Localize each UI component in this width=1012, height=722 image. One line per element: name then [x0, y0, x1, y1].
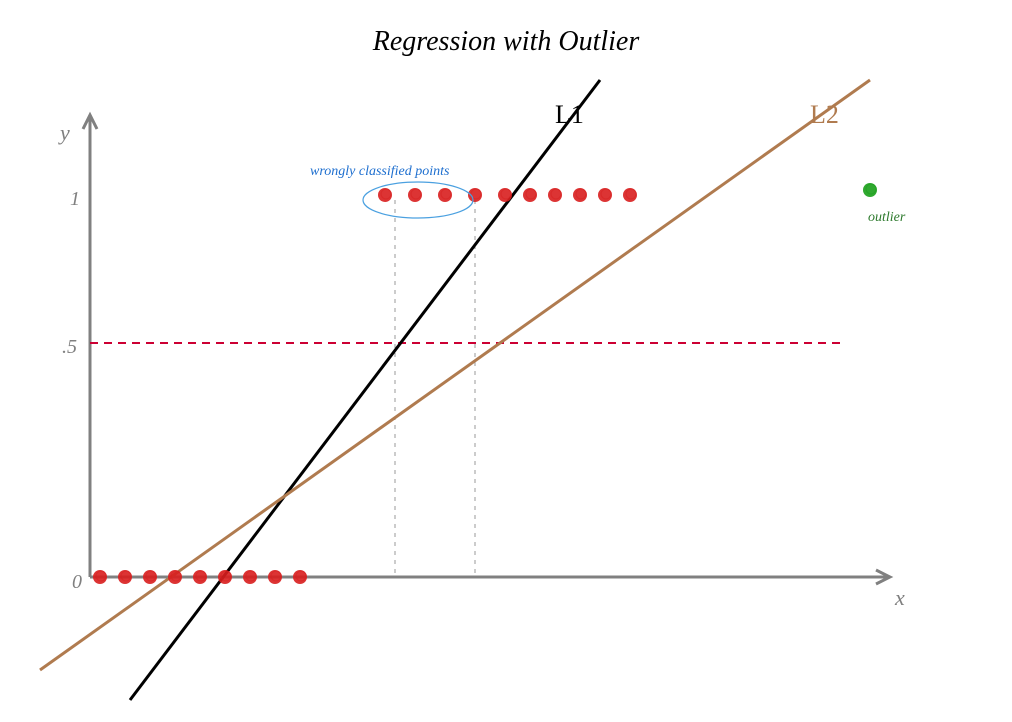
ytick-05: .5 [62, 336, 77, 359]
ytick-0: 0 [72, 571, 82, 594]
outlier-label: outlier [868, 210, 905, 226]
chart-canvas: Regression with Outlier L1 L2 y x 0 .5 1… [0, 0, 1012, 722]
x-axis-label: x [895, 585, 905, 611]
plot-svg [0, 0, 1012, 722]
line-label-L2: L2 [810, 100, 839, 130]
ytick-1: 1 [70, 188, 80, 211]
y-axis-label: y [60, 120, 70, 146]
wrongly-classified-label: wrongly classified points [310, 164, 449, 180]
line-label-L1: L1 [555, 100, 584, 130]
